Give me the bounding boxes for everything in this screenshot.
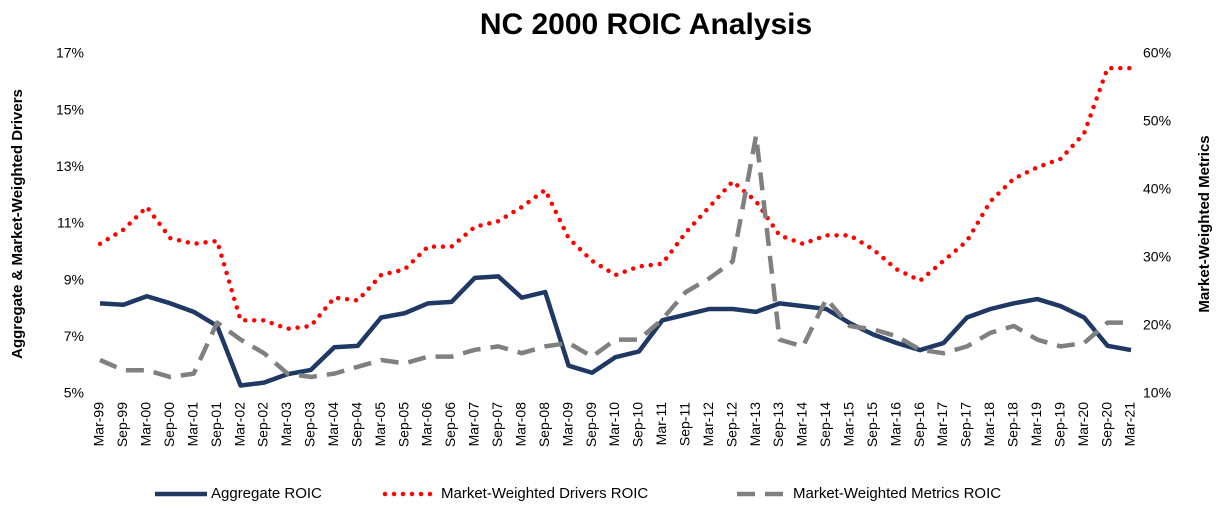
x-tick-label: Mar-03: [278, 402, 294, 447]
x-tick-label: Mar-14: [794, 402, 810, 447]
y2-tick-label: 30%: [1143, 249, 1171, 265]
x-tick-label: Sep-16: [911, 402, 927, 447]
x-tick-label: Sep-03: [302, 402, 318, 447]
y-tick-label: 7%: [64, 328, 84, 344]
x-tick-label: Sep-04: [348, 402, 364, 447]
x-tick-label: Sep-20: [1098, 402, 1114, 447]
y2-axis-title: Market-Weighted Metrics: [1196, 135, 1213, 312]
y2-tick-label: 20%: [1143, 317, 1171, 333]
y-tick-label: 17%: [56, 45, 84, 61]
y-tick-label: 9%: [64, 271, 84, 287]
line-series: [99, 133, 1131, 380]
x-tick-label: Sep-07: [489, 402, 505, 447]
chart-title: NC 2000 ROIC Analysis: [480, 8, 812, 41]
y2-tick-label: 50%: [1143, 113, 1171, 129]
x-tick-label: Mar-10: [606, 402, 622, 447]
y2-tick-label: 10%: [1143, 385, 1171, 401]
x-tick-label: Sep-05: [395, 402, 411, 447]
x-tick-label: Mar-13: [747, 402, 763, 447]
x-tick-label: Mar-99: [91, 402, 107, 447]
legend-text: Market-Weighted Drivers ROIC: [441, 485, 648, 502]
x-tick-label: Sep-19: [1051, 402, 1067, 447]
y-tick-label: 5%: [64, 385, 84, 401]
x-tick-label: Sep-00: [161, 402, 177, 447]
x-tick-label: Sep-17: [958, 402, 974, 447]
y-tick-label: 15%: [56, 101, 84, 117]
x-tick-label: Mar-08: [512, 402, 528, 447]
x-tick-label: Sep-13: [770, 402, 786, 447]
x-tick-label: Mar-09: [559, 402, 575, 447]
x-tick-label: Sep-10: [630, 402, 646, 447]
line-series: [99, 274, 1132, 388]
x-tick-label: Mar-19: [1028, 402, 1044, 447]
x-tick-label: Mar-16: [887, 402, 903, 447]
y-tick-label: 13%: [56, 158, 84, 174]
x-tick-label: Mar-21: [1122, 402, 1138, 447]
x-tick-label: Sep-15: [864, 402, 880, 447]
x-tick-label: Sep-18: [1005, 402, 1021, 447]
x-tick-label: Sep-99: [114, 402, 130, 447]
x-tick-label: Sep-14: [817, 402, 833, 447]
x-tick-label: Mar-02: [231, 402, 247, 447]
x-tick-label: Mar-04: [325, 402, 341, 447]
x-tick-label: Sep-11: [676, 402, 692, 446]
x-tick-label: Mar-11: [653, 402, 669, 446]
x-tick-label: Mar-00: [138, 402, 154, 447]
legend-text: Aggregate ROIC: [211, 485, 322, 502]
x-tick-label: Mar-05: [372, 402, 388, 447]
x-tick-label: Sep-06: [442, 402, 458, 447]
x-tick-label: Mar-01: [184, 402, 200, 447]
y2-tick-label: 40%: [1143, 181, 1171, 197]
x-tick-label: Mar-18: [981, 402, 997, 447]
x-tick-label: Sep-09: [583, 402, 599, 447]
x-tick-label: Sep-08: [536, 402, 552, 447]
y2-tick-label: 60%: [1143, 45, 1171, 61]
x-tick-label: Mar-06: [419, 402, 435, 447]
legend-text: Market-Weighted Metrics ROIC: [793, 485, 1001, 502]
x-tick-label: Mar-15: [841, 402, 857, 447]
x-tick-label: Mar-12: [700, 402, 716, 447]
x-tick-label: Mar-17: [934, 402, 950, 447]
line-series: [97, 65, 1134, 332]
y-axis-title: Aggregate & Market-Weighted Drivers: [9, 89, 26, 359]
x-tick-label: Sep-01: [208, 402, 224, 447]
x-tick-label: Mar-07: [466, 402, 482, 447]
x-tick-label: Sep-02: [255, 402, 271, 447]
y-tick-label: 11%: [57, 215, 84, 231]
x-tick-label: Sep-12: [723, 402, 739, 447]
x-tick-label: Mar-20: [1075, 402, 1091, 447]
